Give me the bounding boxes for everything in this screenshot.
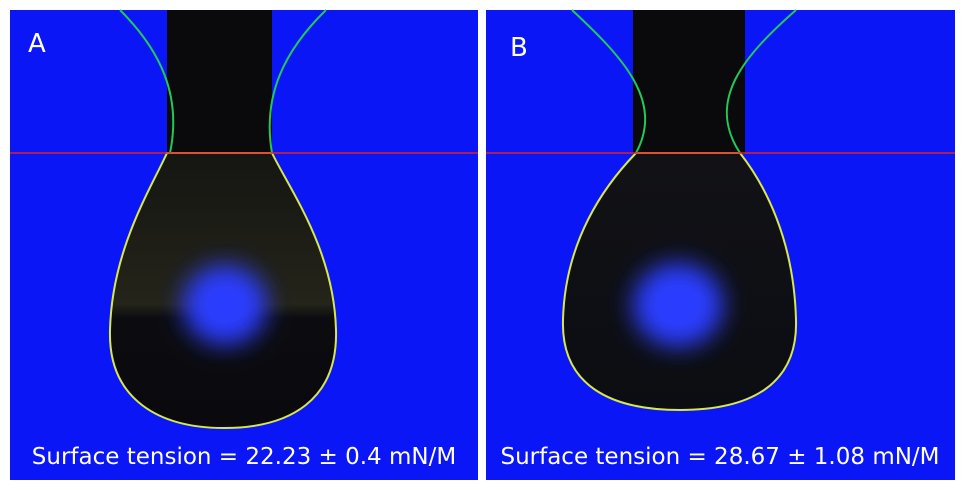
needle (633, 10, 745, 154)
panel-label: A (28, 29, 46, 59)
panel-a: A Surface tension = 22.23 ± 0.4 mN/M (10, 10, 478, 480)
panel-b: B Surface tension = 28.67 ± 1.08 mN/M (486, 10, 955, 480)
needle (167, 10, 272, 154)
caption: Surface tension = 28.67 ± 1.08 mN/M (500, 444, 939, 470)
panel-label: B (510, 33, 528, 63)
figure: A Surface tension = 22.23 ± 0.4 mN/M B S… (0, 0, 964, 490)
drop-highlight (633, 263, 723, 347)
caption: Surface tension = 22.23 ± 0.4 mN/M (32, 444, 456, 470)
drop-highlight (183, 265, 267, 345)
